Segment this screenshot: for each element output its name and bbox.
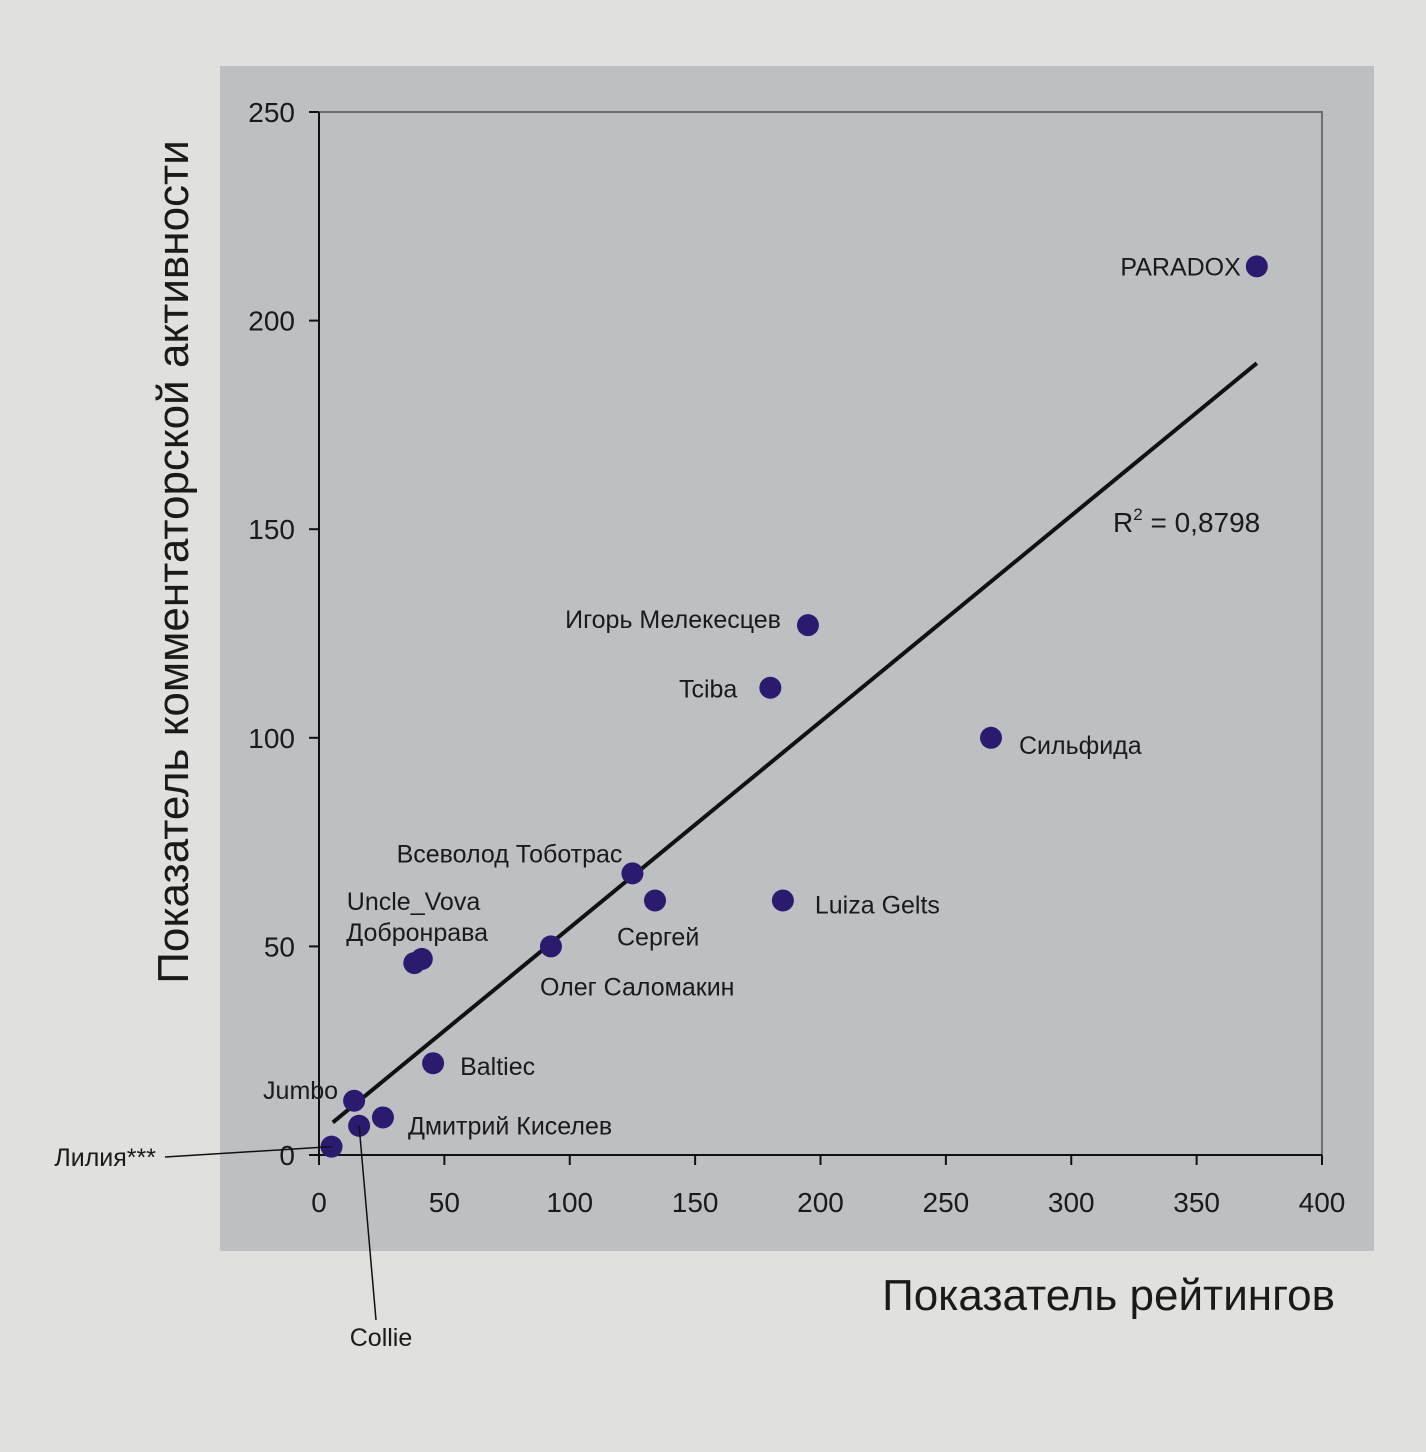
y-tick-label: 0	[279, 1140, 295, 1171]
point-label: Лилия***	[54, 1144, 156, 1172]
data-point	[539, 935, 562, 958]
x-tick-label: 250	[923, 1187, 970, 1218]
point-label: Добронрава	[346, 919, 488, 947]
point-label: Игорь Мелекесцев	[565, 606, 781, 634]
data-point	[771, 889, 794, 912]
point-label: Tciba	[679, 676, 737, 704]
data-point	[644, 889, 667, 912]
y-axis-title: Показатель комментаторской активности	[149, 140, 198, 984]
y-tick-label: 100	[248, 723, 295, 754]
x-tick-label: 350	[1173, 1187, 1220, 1218]
y-tick-label: 250	[248, 97, 295, 128]
x-tick-label: 200	[797, 1187, 844, 1218]
point-label: Олег Саломакин	[540, 973, 735, 1001]
y-tick-label: 200	[248, 306, 295, 337]
point-label: Сергей	[617, 924, 699, 952]
plot-panel	[220, 66, 1374, 1251]
point-label: Luiza Gelts	[815, 892, 940, 920]
point-label: Uncle_Vova	[347, 888, 481, 916]
leader-line	[164, 1145, 332, 1158]
r-squared-label: R2 = 0,8798	[1113, 505, 1260, 538]
y-tick-label: 150	[248, 514, 295, 545]
data-point	[980, 726, 1003, 749]
data-point	[343, 1089, 366, 1112]
leader-line	[358, 1125, 377, 1321]
point-label: Jumbo	[263, 1077, 338, 1105]
data-point	[371, 1106, 394, 1129]
x-tick-label: 0	[311, 1187, 327, 1218]
point-label: Baltiec	[460, 1053, 535, 1081]
x-tick-label: 50	[429, 1187, 460, 1218]
y-tick-label: 50	[264, 931, 295, 962]
data-point	[759, 676, 782, 699]
data-point	[1245, 255, 1268, 278]
trendline	[331, 361, 1259, 1125]
point-label: Всеволод Тоботрас	[397, 840, 623, 868]
data-point	[403, 952, 426, 975]
x-tick-label: 300	[1048, 1187, 1095, 1218]
data-point	[422, 1052, 445, 1075]
x-tick-label: 400	[1299, 1187, 1346, 1218]
point-label: Дмитрий Киселев	[408, 1112, 612, 1140]
x-axis-title: Показатель рейтингов	[882, 1271, 1335, 1320]
x-tick-label: 150	[672, 1187, 719, 1218]
point-label: PARADOX	[1120, 253, 1241, 281]
point-label: Сильфида	[1019, 732, 1142, 760]
data-point	[796, 614, 819, 637]
point-label: Collie	[350, 1324, 413, 1352]
x-tick-label: 100	[546, 1187, 593, 1218]
data-point	[621, 862, 644, 885]
